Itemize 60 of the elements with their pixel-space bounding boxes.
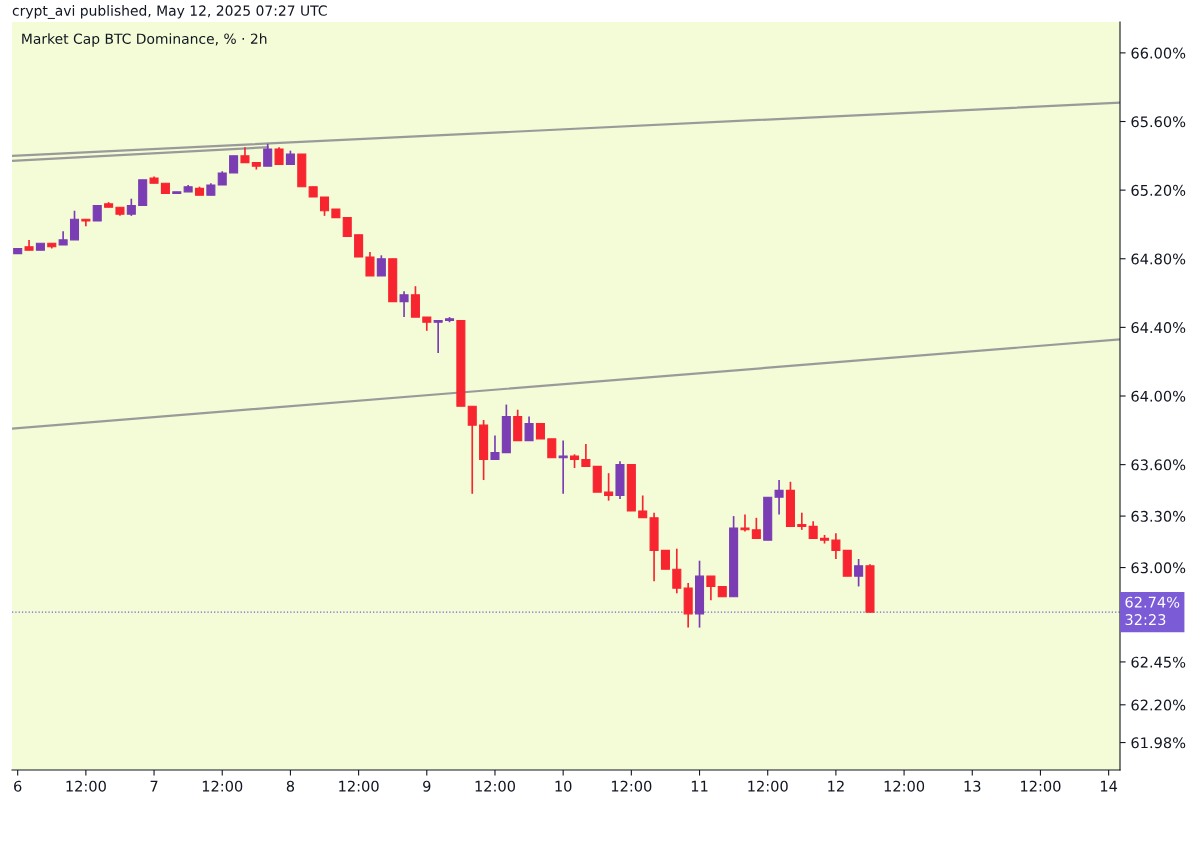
candlestick [342, 217, 352, 238]
candlestick [524, 415, 534, 442]
x-tick-label: 6 [14, 780, 22, 792]
text: 32:23 [1125, 614, 1166, 626]
candlestick [751, 516, 761, 540]
ref-line-label: 62.74% [1125, 596, 1180, 608]
x-tick-label: 12:00 [66, 780, 106, 792]
y-tick-label: 65.60% [1131, 116, 1186, 128]
x-tick-label: 13 [964, 780, 981, 792]
x-tick-label: 14 [1100, 780, 1118, 792]
y-tick-label: 64.00% [1131, 390, 1186, 402]
x-tick-label: 12:00 [475, 780, 516, 792]
x-tick-label: 10 [555, 780, 572, 792]
candlestick [797, 511, 807, 531]
y-tick-label: 63.00% [1131, 562, 1186, 574]
x-tick-label: 7 [150, 780, 158, 792]
x-tick-label: 12:00 [611, 780, 652, 792]
text: Market Cap BTC Dominance, % · 2h [22, 33, 267, 47]
candlestick [69, 209, 80, 241]
y-tick-label: 63.30% [1131, 510, 1186, 522]
x-tick-label: 12:00 [748, 780, 788, 792]
candlestick [558, 439, 568, 495]
y-tick-label: 64.80% [1131, 253, 1186, 265]
candlestick [774, 479, 784, 516]
y-tick-label: 61.98% [1131, 737, 1186, 749]
candlestick [467, 405, 477, 495]
candlestick [433, 319, 443, 354]
candlestick [831, 532, 841, 560]
x-tick-label: 11 [691, 780, 708, 792]
x-tick-label: 12:00 [884, 780, 925, 792]
candlestick [547, 438, 557, 459]
y-tick-label: 65.20% [1131, 184, 1186, 196]
candlestick [660, 549, 670, 571]
x-tick-label: 12:00 [1021, 780, 1061, 792]
y-tick-label: 62.45% [1131, 656, 1186, 668]
candlestick [854, 558, 864, 588]
candlestick [740, 513, 750, 533]
candlestick [410, 285, 420, 318]
y-tick-label: 64.40% [1131, 322, 1186, 334]
candlestick [672, 547, 682, 595]
x-tick-label: 8 [286, 780, 295, 792]
x-tick-label: 12:00 [339, 780, 379, 792]
x-tick-label: 12:00 [202, 780, 243, 792]
x-tick-label: 9 [423, 780, 431, 792]
candlestick [365, 251, 375, 277]
candlestick [706, 575, 716, 601]
candlestick [263, 142, 273, 167]
candlestick [490, 434, 500, 461]
candlestick [376, 254, 386, 277]
y-tick-label: 62.20% [1131, 699, 1186, 711]
candlestick [399, 290, 409, 318]
candlestick [581, 443, 591, 468]
y-tick-label: 63.60% [1131, 459, 1186, 471]
y-tick-label: 66.00% [1131, 47, 1186, 59]
candlestick [604, 472, 614, 502]
candlestick [354, 233, 364, 258]
x-tick-label: 12 [828, 780, 844, 792]
candlestick [319, 196, 330, 217]
text: crypt_avi published, May 12, 2025 07:27 UTC [12, 5, 327, 19]
candlestick [638, 494, 648, 519]
